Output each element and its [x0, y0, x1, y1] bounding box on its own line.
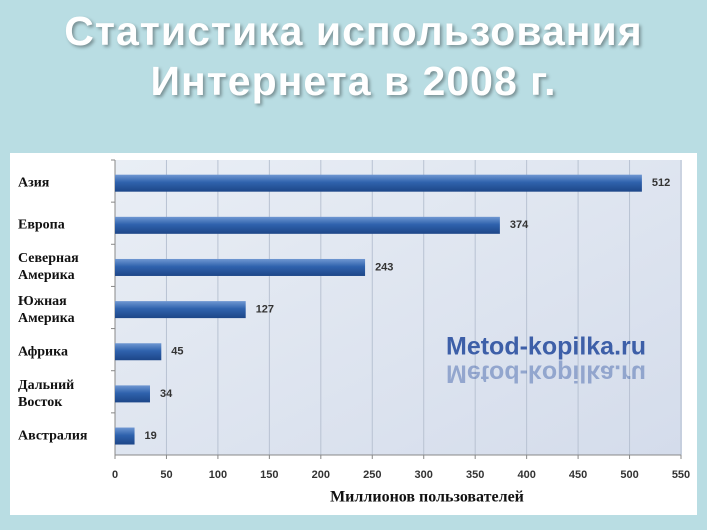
value-label: 374 [510, 219, 529, 231]
bar [115, 385, 150, 403]
value-label: 19 [145, 430, 157, 442]
category-label: Африка [18, 344, 68, 360]
bar [115, 258, 366, 276]
x-tick-label: 150 [260, 469, 278, 481]
x-tick-label: 300 [415, 469, 433, 481]
x-tick-label: 0 [112, 469, 118, 481]
category-label: Южная Америка [18, 293, 75, 326]
bar [115, 216, 500, 234]
category-label: Дальний Восток [18, 377, 75, 410]
category-label: Австралия [18, 428, 88, 444]
x-tick-label: 250 [363, 469, 381, 481]
bar [115, 174, 642, 192]
x-tick-label: 450 [569, 469, 587, 481]
x-tick-label: 550 [672, 469, 690, 481]
category-label: Северная Америка [18, 251, 79, 284]
category-label: Азия [18, 175, 50, 191]
category-label: Европа [18, 217, 65, 233]
value-label: 512 [652, 177, 670, 189]
value-label: 34 [160, 388, 173, 400]
x-tick-label: 500 [620, 469, 638, 481]
slide-title: Статистика использования Интернета в 200… [64, 8, 643, 104]
x-tick-label: 400 [517, 469, 535, 481]
value-label: 243 [375, 261, 393, 273]
value-label: 45 [171, 346, 183, 358]
bar [115, 343, 162, 361]
value-label: 127 [256, 304, 274, 316]
bar [115, 301, 246, 319]
x-tick-label: 100 [209, 469, 227, 481]
x-tick-label: 200 [312, 469, 330, 481]
bar [115, 427, 135, 445]
watermark-reflection: Metod-kopilka.ru [446, 359, 646, 387]
x-tick-label: 350 [466, 469, 484, 481]
x-axis-label: Миллионов пользователей [330, 489, 524, 506]
watermark: Metod-kopilka.ru [446, 333, 646, 361]
x-tick-label: 50 [160, 469, 172, 481]
